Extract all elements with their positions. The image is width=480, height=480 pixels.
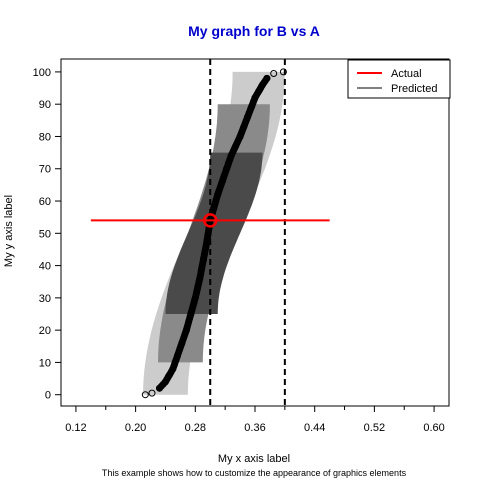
x-tick-label: 0.44	[304, 422, 325, 434]
predicted-point	[279, 68, 287, 76]
y-tick-label: 100	[33, 67, 51, 79]
y-tick-label: 80	[39, 131, 51, 143]
predicted-point	[148, 389, 156, 397]
legend-label-predicted: Predicted	[391, 83, 437, 95]
x-tick-label: 0.28	[185, 422, 206, 434]
y-tick-label: 50	[39, 228, 51, 240]
y-axis: 0 10 20 30 40 50 60 70 80 90 100	[33, 67, 61, 402]
band-2	[165, 152, 263, 314]
y-tick-label: 70	[39, 164, 51, 176]
confidence-bands	[143, 71, 285, 395]
predicted-points	[141, 68, 287, 399]
y-tick-label: 90	[39, 99, 51, 111]
y-tick-label: 20	[39, 325, 51, 337]
predicted-point	[270, 70, 278, 77]
x-tick-label: 0.60	[423, 422, 444, 434]
x-tick-label: 0.20	[125, 422, 146, 434]
y-axis-label: My y axis label	[3, 195, 15, 267]
reference-lines	[209, 59, 286, 406]
chart-subtitle: This example shows how to customize the …	[102, 468, 407, 478]
predicted-point	[263, 74, 271, 82]
x-tick-label: 0.12	[65, 422, 86, 434]
legend-box	[347, 59, 451, 99]
x-tick-label: 0.36	[244, 422, 265, 434]
actual-marker	[90, 213, 330, 228]
x-axis-label: My x axis label	[218, 453, 290, 465]
x-tick-label: 0.52	[364, 422, 385, 434]
predicted-point	[141, 391, 149, 399]
chart-title: My graph for B vs A	[188, 23, 320, 39]
y-tick-label: 0	[45, 390, 51, 402]
y-tick-label: 10	[39, 357, 51, 369]
x-axis: 0.12 0.20 0.28 0.36 0.44 0.52 0.60	[65, 406, 445, 434]
y-tick-label: 40	[39, 261, 51, 273]
legend: Actual Predicted	[347, 59, 451, 99]
y-tick-label: 30	[39, 293, 51, 305]
actual-point	[202, 213, 218, 228]
legend-label-actual: Actual	[391, 68, 422, 80]
y-tick-label: 60	[39, 196, 51, 208]
